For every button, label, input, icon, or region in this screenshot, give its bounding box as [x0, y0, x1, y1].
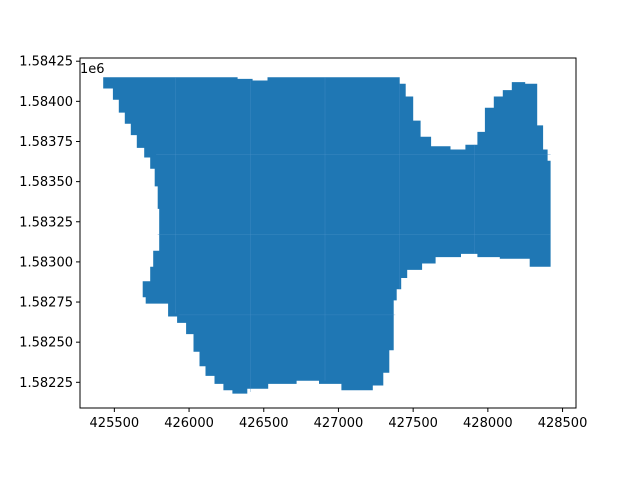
y-tick-label: 1.58275	[19, 296, 73, 311]
x-tick-label: 428000	[463, 416, 513, 431]
plot-area	[103, 77, 551, 394]
y-tick-label: 1.58225	[19, 376, 73, 391]
x-tick-label: 427500	[388, 416, 438, 431]
y-tick-label: 1.58425	[19, 55, 73, 70]
y-tick-label: 1.58250	[19, 336, 73, 351]
y-tick-label: 1.58375	[19, 135, 73, 150]
axes-frame	[79, 57, 577, 409]
x-tick-label: 428500	[538, 416, 588, 431]
x-tick-label: 425500	[90, 416, 140, 431]
y-axis: 1.58225 1.58250 1.58275 1.58300 1.58325 1.583…	[19, 55, 80, 391]
y-tick-label: 1.58300	[19, 255, 73, 270]
y-tick-label: 1.58400	[19, 95, 73, 110]
x-tick-label: 426500	[239, 416, 289, 431]
y-axis-offset-label: 1e6	[80, 62, 105, 77]
y-tick-label: 1.58350	[19, 175, 73, 190]
region-polygon	[103, 77, 551, 394]
x-axis: 425500 426000 426500 427000 427500 428000 4285…	[90, 408, 588, 431]
x-tick-label: 427000	[314, 416, 364, 431]
grid-cell-lines	[156, 77, 551, 392]
y-tick-label: 1.58325	[19, 215, 73, 230]
x-tick-label: 426000	[164, 416, 214, 431]
